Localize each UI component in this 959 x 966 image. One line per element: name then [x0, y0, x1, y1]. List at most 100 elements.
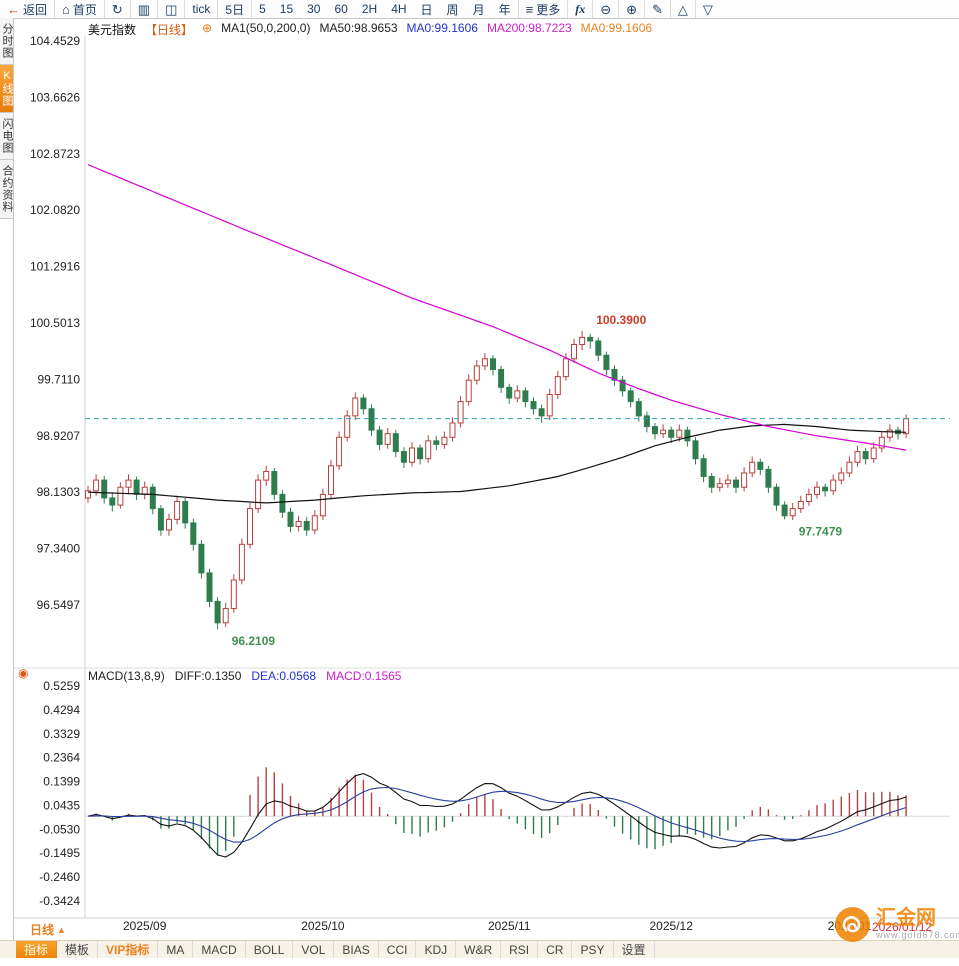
- pencil-icon: ✎: [652, 1, 663, 17]
- indicator-tab-BIAS[interactable]: BIAS: [334, 941, 379, 958]
- period-toggle[interactable]: 日线 ▲: [30, 921, 66, 938]
- toolbar-item-bar-chart[interactable]: ▥: [131, 0, 159, 18]
- toolbar-item-tf-year[interactable]: 年: [492, 0, 519, 18]
- period-toggle-label: 日线: [30, 923, 55, 937]
- macd-lines: [87, 773, 907, 858]
- indicator-tab-KDJ[interactable]: KDJ: [416, 941, 457, 958]
- site-logo: 汇金网 www.gold678.com: [834, 906, 959, 948]
- indicator-tab-CCI[interactable]: CCI: [379, 941, 417, 958]
- ma-line-MA50: [87, 423, 907, 504]
- hdr-ma0-orange-value: MA0:99.1606: [580, 21, 653, 35]
- price-annotations: 100.3900 96.2109 97.7479: [232, 313, 843, 648]
- toolbar-item-zoom-out[interactable]: ⊖: [593, 0, 620, 18]
- toolbar-item-fx[interactable]: fx: [568, 0, 594, 18]
- dea-line: [87, 786, 907, 843]
- svg-text:0.1399: 0.1399: [43, 775, 80, 789]
- svg-text:96.2109: 96.2109: [232, 634, 276, 648]
- svg-text:2025/10: 2025/10: [301, 919, 345, 933]
- indicator-tab-BOLL[interactable]: BOLL: [246, 941, 294, 958]
- svg-text:2025/11: 2025/11: [488, 919, 531, 933]
- toolbar-item-five-day[interactable]: 5日: [218, 0, 253, 18]
- indicator-tab-MACD[interactable]: MACD: [193, 941, 246, 958]
- indicator-tab-设置[interactable]: 设置: [614, 941, 655, 958]
- svg-text:98.1303: 98.1303: [37, 485, 81, 499]
- candles-layer[interactable]: [85, 330, 910, 630]
- svg-text:-0.0530: -0.0530: [39, 822, 80, 836]
- toolbar-item-tf-day[interactable]: 日: [414, 0, 440, 18]
- macd-histogram: [95, 767, 907, 856]
- toolbar-item-tf-60[interactable]: 60: [327, 0, 354, 18]
- indicator-tab-模板[interactable]: 模板: [57, 941, 99, 958]
- svg-text:-0.2460: -0.2460: [39, 870, 80, 884]
- svg-text:0.0435: 0.0435: [43, 798, 80, 812]
- svg-text:102.0820: 102.0820: [30, 203, 80, 217]
- toolbar-label-tf-30: 30: [307, 2, 321, 16]
- macd-axis-labels: 0.5259 0.4294 0.3329 0.2364 0.1399 0.0435 -0.0…: [39, 679, 80, 908]
- indicator-tab-RSI[interactable]: RSI: [501, 941, 539, 958]
- hdr-ma50-value: MA50:98.9653: [319, 21, 398, 35]
- toolbar-label-tf-month: 月: [472, 2, 485, 17]
- ma-lines-layer: [87, 164, 907, 504]
- svg-text:-0.3424: -0.3424: [39, 894, 80, 908]
- hdr-ma0-blue-value: MA0:99.1606: [406, 21, 478, 35]
- toolbar-item-shapes[interactable]: △: [671, 0, 696, 18]
- toolbar-item-tf-30[interactable]: 30: [300, 0, 327, 18]
- indicator-tab-VIP指标[interactable]: VIP指标: [98, 941, 159, 958]
- current-date-label: 2026/01/12: [872, 920, 933, 934]
- toolbar-item-tf-2h[interactable]: 2H: [355, 0, 384, 18]
- indicator-tab-PSY[interactable]: PSY: [572, 941, 614, 958]
- indicator-tab-W&R[interactable]: W&R: [456, 941, 502, 958]
- indicator-settings-icon[interactable]: ◉: [18, 666, 29, 680]
- toolbar-item-tf-5[interactable]: 5: [252, 0, 273, 18]
- toolbar-item-zoom-in[interactable]: ⊕: [619, 0, 646, 18]
- toolbar-item-more[interactable]: ≡ 更多: [519, 0, 569, 18]
- svg-text:0.3329: 0.3329: [43, 727, 80, 741]
- toolbar-item-refresh[interactable]: ↻: [105, 0, 131, 18]
- svg-text:104.4529: 104.4529: [30, 34, 80, 48]
- toolbar-item-candle-chart[interactable]: ◫: [158, 0, 186, 18]
- sidebar-tab-lightning-chart[interactable]: 闪电图: [0, 113, 13, 160]
- indicator-tab-指标[interactable]: 指标: [16, 941, 58, 958]
- toolbar-item-shapes-2[interactable]: ▽: [696, 0, 720, 18]
- toolbar-item-draw[interactable]: ✎: [645, 0, 671, 18]
- price-axis-labels: 104.4529 103.6626 102.8723 102.0820 101.2916…: [30, 34, 80, 612]
- toolbar-label-tf-day: 日: [420, 2, 433, 17]
- indicator-tab-VOL[interactable]: VOL: [293, 941, 335, 958]
- hdr-period: 【日线】: [145, 23, 194, 37]
- toolbar-item-home[interactable]: ⌂ 首页: [55, 0, 105, 18]
- toolbar-item-tf-week[interactable]: 周: [440, 0, 466, 18]
- logo-icon: [834, 906, 871, 948]
- arrow-back-icon: ←: [7, 1, 20, 17]
- toolbar-item-tf-4h[interactable]: 4H: [384, 0, 413, 18]
- sidebar-tab-time-chart[interactable]: 分时图: [0, 18, 13, 65]
- toolbar-label-tf-4h: 4H: [391, 2, 407, 16]
- indicator-tab-MA[interactable]: MA: [158, 941, 194, 958]
- macd-hdr-dea-value: DEA:0.0568: [251, 669, 317, 683]
- hdr-add-indicator-icon[interactable]: ⊕: [202, 21, 213, 35]
- logo-url: www.gold678.com: [876, 930, 959, 940]
- toolbar-label-tf-60: 60: [334, 2, 348, 16]
- refresh-icon: ↻: [111, 1, 123, 17]
- toolbar-item-back[interactable]: ← 返回: [0, 0, 56, 18]
- toolbar-item-tf-15[interactable]: 15: [273, 0, 300, 18]
- svg-text:97.7479: 97.7479: [799, 524, 843, 538]
- chart-canvas[interactable]: 104.4529 103.6626 102.8723 102.0820 101.2916…: [14, 18, 959, 940]
- macd-hdr-diff-value: DIFF:0.1350: [174, 669, 242, 683]
- collapse-arrow-icon: ▲: [57, 924, 66, 935]
- toolbar-label-tf-15: 15: [279, 2, 294, 16]
- toolbar-label-tf-year: 年: [498, 2, 511, 17]
- toolbar-item-tick[interactable]: tick: [185, 0, 219, 18]
- zoom-in-icon: ⊕: [626, 1, 638, 17]
- sidebar-tab-kline-chart[interactable]: K线图: [0, 65, 13, 113]
- svg-text:102.8723: 102.8723: [30, 147, 80, 161]
- zoom-out-icon: ⊖: [600, 1, 612, 17]
- macd-header: MACD(13,8,9) DIFF:0.1350 DEA:0.0568 MACD:0.…: [88, 669, 401, 683]
- home-icon: ⌂: [62, 1, 70, 17]
- chart-header: 美元指数 【日线】 ⊕ MA1(50,0,200,0) MA50:98.9653 MA0:…: [88, 21, 652, 38]
- sidebar-tab-contract-info[interactable]: 合约资料: [0, 160, 13, 219]
- svg-text:100.5013: 100.5013: [30, 316, 80, 330]
- toolbar-item-tf-month[interactable]: 月: [466, 0, 492, 18]
- candle-chart-icon: ◫: [165, 1, 178, 17]
- indicator-tab-CR[interactable]: CR: [538, 941, 573, 958]
